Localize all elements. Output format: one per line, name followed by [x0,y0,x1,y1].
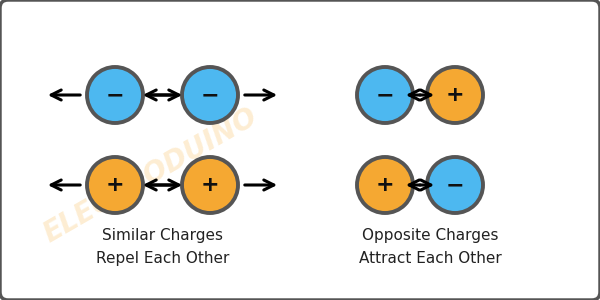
Text: +: + [376,175,394,195]
Text: −: − [446,175,464,195]
Text: Similar Charges
Repel Each Other: Similar Charges Repel Each Other [97,228,230,266]
Text: −: − [106,85,124,105]
Circle shape [357,67,413,123]
Text: +: + [106,175,124,195]
Text: Opposite Charges
Attract Each Other: Opposite Charges Attract Each Other [359,228,502,266]
Circle shape [357,157,413,213]
Circle shape [87,157,143,213]
Text: ELECTRODUINO: ELECTRODUINO [38,102,262,248]
Circle shape [87,67,143,123]
Text: +: + [200,175,220,195]
Circle shape [182,67,238,123]
Circle shape [182,157,238,213]
Text: −: − [200,85,220,105]
Text: +: + [446,85,464,105]
Circle shape [427,157,483,213]
Circle shape [427,67,483,123]
Text: −: − [376,85,394,105]
